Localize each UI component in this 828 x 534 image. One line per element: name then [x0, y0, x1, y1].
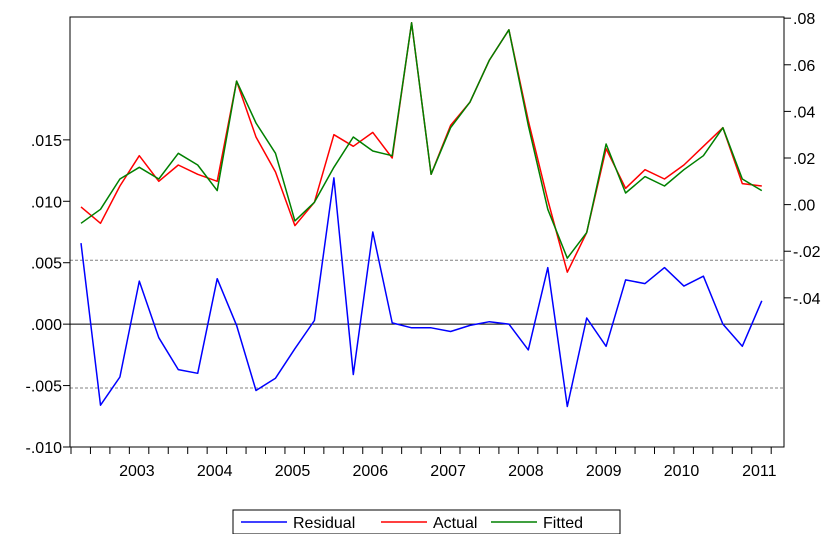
left-tick-label: -.010 [26, 440, 63, 457]
x-axis-ticks: 2003 2004 2005 2006 2007 2008 2009 2010 2011 [70, 447, 777, 480]
x-tick-label: 2009 [586, 463, 622, 480]
x-tick-label: 2006 [353, 463, 389, 480]
left-tick-label: .000 [31, 317, 62, 334]
actual-legend-label: Actual [433, 515, 477, 532]
x-tick-label: 2011 [742, 463, 777, 480]
x-tick-label: 2003 [119, 463, 155, 480]
residual-series-line [80, 177, 763, 408]
reference-lines [70, 259, 784, 389]
right-axis-ticks: -.04 -.02 .00 .02 .04 .06 .08 [784, 11, 821, 308]
x-tick-label: 2005 [275, 463, 311, 480]
left-axis-ticks: -.010 -.005 .000 .005 .010 .015 [26, 133, 70, 457]
right-tick-label: .06 [793, 58, 815, 75]
right-tick-label: -.04 [793, 291, 821, 308]
plot-frame [69, 16, 785, 448]
right-tick-label: .08 [793, 11, 815, 28]
legend: Residual Actual Fitted [232, 509, 621, 534]
right-tick-label: .04 [793, 104, 815, 121]
fitted-series-line [80, 22, 763, 259]
left-tick-label: -.005 [26, 379, 63, 396]
right-tick-label: .00 [793, 198, 815, 215]
left-tick-label: .015 [31, 133, 62, 150]
x-tick-label: 2008 [508, 463, 544, 480]
left-tick-label: .010 [31, 194, 62, 211]
right-tick-label: .02 [793, 151, 815, 168]
x-tick-label: 2010 [664, 463, 700, 480]
left-tick-label: .005 [31, 256, 62, 273]
residual-legend-label: Residual [293, 515, 355, 532]
series-lines [80, 22, 763, 408]
x-tick-label: 2004 [197, 463, 233, 480]
x-tick-label: 2007 [430, 463, 466, 480]
actual-series-line [80, 22, 762, 273]
right-tick-label: -.02 [793, 244, 821, 261]
fitted-legend-label: Fitted [543, 515, 583, 532]
